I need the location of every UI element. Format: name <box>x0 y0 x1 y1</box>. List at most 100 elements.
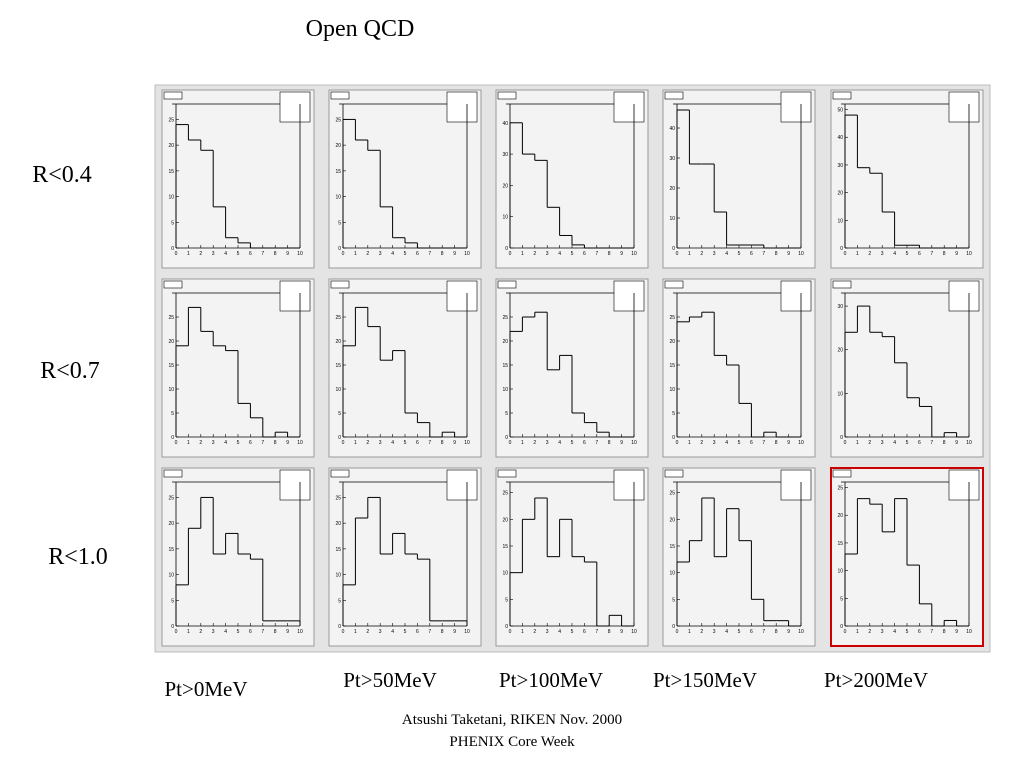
y-tick-label: 0 <box>171 246 174 252</box>
x-tick-label: 6 <box>416 440 419 446</box>
y-tick-label: 15 <box>168 169 174 175</box>
x-tick-label: 3 <box>713 440 716 446</box>
x-tick-label: 7 <box>428 440 431 446</box>
x-tick-label: 5 <box>906 440 909 446</box>
column-label: Pt>200MeV <box>824 668 928 692</box>
stats-box <box>780 469 812 501</box>
x-tick-label: 6 <box>750 629 753 635</box>
x-tick-label: 8 <box>775 251 778 257</box>
x-tick-label: 2 <box>868 440 871 446</box>
title-box <box>497 91 517 100</box>
x-tick-label: 0 <box>676 251 679 257</box>
x-tick-label: 5 <box>571 251 574 257</box>
x-tick-label: 4 <box>893 629 896 635</box>
x-tick-label: 10 <box>297 440 303 446</box>
y-tick-label: 25 <box>502 491 508 497</box>
x-tick-label: 8 <box>441 251 444 257</box>
histogram-panel: 0 10 20 30 0 1 2 3 4 5 6 7 8 9 10 <box>830 278 984 458</box>
x-tick-label: 3 <box>212 440 215 446</box>
histogram-panel: 0 5 10 15 20 25 0 1 2 3 4 5 6 7 8 9 10 <box>328 278 482 458</box>
x-tick-label: 5 <box>906 629 909 635</box>
y-tick-label: 15 <box>168 547 174 553</box>
title-box <box>330 91 350 100</box>
x-tick-label: 8 <box>775 629 778 635</box>
x-tick-label: 4 <box>224 251 227 257</box>
x-tick-label: 4 <box>558 629 561 635</box>
y-tick-label: 0 <box>505 624 508 630</box>
x-tick-label: 5 <box>738 440 741 446</box>
x-tick-label: 6 <box>583 440 586 446</box>
stats-box <box>446 469 478 501</box>
x-tick-label: 4 <box>558 440 561 446</box>
y-tick-label: 10 <box>837 569 843 575</box>
x-tick-label: 2 <box>700 251 703 257</box>
histogram-panel: 0 5 10 15 20 25 0 1 2 3 4 5 6 7 8 9 10 <box>495 278 649 458</box>
x-tick-label: 9 <box>787 440 790 446</box>
x-tick-label: 6 <box>416 251 419 257</box>
y-tick-label: 25 <box>168 315 174 321</box>
y-tick-label: 0 <box>505 246 508 252</box>
x-tick-label: 7 <box>762 251 765 257</box>
title-box <box>832 91 852 100</box>
x-tick-label: 2 <box>366 629 369 635</box>
y-tick-label: 15 <box>335 363 341 369</box>
x-tick-label: 3 <box>881 440 884 446</box>
x-tick-label: 1 <box>354 629 357 635</box>
y-tick-label: 0 <box>505 435 508 441</box>
y-tick-label: 40 <box>837 135 843 141</box>
x-tick-label: 10 <box>966 629 972 635</box>
x-tick-label: 10 <box>464 440 470 446</box>
y-tick-label: 20 <box>837 191 843 197</box>
x-tick-label: 10 <box>297 629 303 635</box>
x-tick-label: 10 <box>464 251 470 257</box>
x-tick-label: 2 <box>533 440 536 446</box>
title-box <box>330 469 350 478</box>
histogram-panel: 0 5 10 15 20 25 0 1 2 3 4 5 6 7 8 9 10 <box>161 467 315 647</box>
x-tick-label: 2 <box>868 629 871 635</box>
y-tick-label: 20 <box>669 517 675 523</box>
stats-box <box>948 91 980 123</box>
title-box <box>163 280 183 289</box>
x-tick-label: 0 <box>676 440 679 446</box>
y-tick-label: 20 <box>837 348 843 354</box>
y-tick-label: 5 <box>171 411 174 417</box>
x-tick-label: 2 <box>199 440 202 446</box>
x-tick-label: 0 <box>844 251 847 257</box>
x-tick-label: 5 <box>237 251 240 257</box>
y-tick-label: 5 <box>338 220 341 226</box>
x-tick-label: 3 <box>379 440 382 446</box>
y-tick-label: 10 <box>168 573 174 579</box>
y-tick-label: 10 <box>837 391 843 397</box>
histogram-panel: 0 5 10 15 20 25 0 1 2 3 4 5 6 7 8 9 10 <box>495 467 649 647</box>
y-tick-label: 5 <box>171 220 174 226</box>
title-box <box>497 469 517 478</box>
x-tick-label: 9 <box>286 629 289 635</box>
stats-box <box>613 280 645 312</box>
x-tick-label: 9 <box>453 440 456 446</box>
y-tick-label: 0 <box>840 624 843 630</box>
x-tick-label: 6 <box>249 629 252 635</box>
x-tick-label: 3 <box>546 629 549 635</box>
x-tick-label: 4 <box>893 251 896 257</box>
y-tick-label: 0 <box>171 435 174 441</box>
y-tick-label: 25 <box>335 495 341 501</box>
x-tick-label: 10 <box>798 629 804 635</box>
x-tick-label: 7 <box>930 440 933 446</box>
x-tick-label: 3 <box>379 629 382 635</box>
stats-box <box>948 280 980 312</box>
y-tick-label: 25 <box>669 491 675 497</box>
x-tick-label: 9 <box>955 440 958 446</box>
y-tick-label: 0 <box>840 435 843 441</box>
x-tick-label: 7 <box>261 251 264 257</box>
stats-box <box>613 469 645 501</box>
y-tick-label: 0 <box>338 435 341 441</box>
x-tick-label: 1 <box>688 440 691 446</box>
x-tick-label: 4 <box>725 629 728 635</box>
footer: Atsushi Taketani, RIKEN Nov. 2000 <box>402 712 622 728</box>
x-tick-label: 8 <box>608 440 611 446</box>
x-tick-label: 0 <box>342 251 345 257</box>
x-tick-label: 1 <box>688 629 691 635</box>
stats-box <box>446 280 478 312</box>
y-tick-label: 20 <box>168 339 174 345</box>
